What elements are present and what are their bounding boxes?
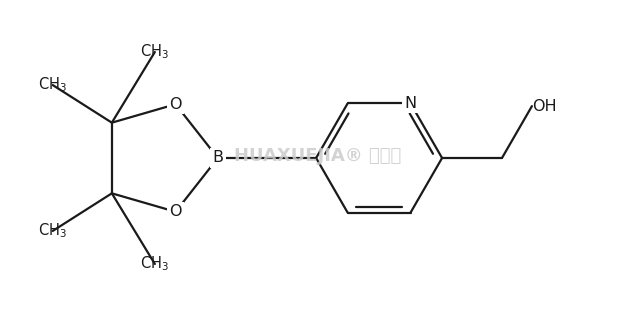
- Text: CH$_3$: CH$_3$: [38, 222, 68, 240]
- Text: O: O: [169, 204, 182, 219]
- Text: CH$_3$: CH$_3$: [38, 76, 68, 94]
- Text: CH$_3$: CH$_3$: [140, 255, 169, 273]
- Text: N: N: [404, 96, 417, 111]
- Text: HUAXUEJIA® 化学加: HUAXUEJIA® 化学加: [234, 148, 401, 166]
- Text: B: B: [212, 150, 223, 166]
- Text: O: O: [169, 97, 182, 112]
- Text: OH: OH: [532, 99, 557, 114]
- Text: CH$_3$: CH$_3$: [140, 43, 169, 61]
